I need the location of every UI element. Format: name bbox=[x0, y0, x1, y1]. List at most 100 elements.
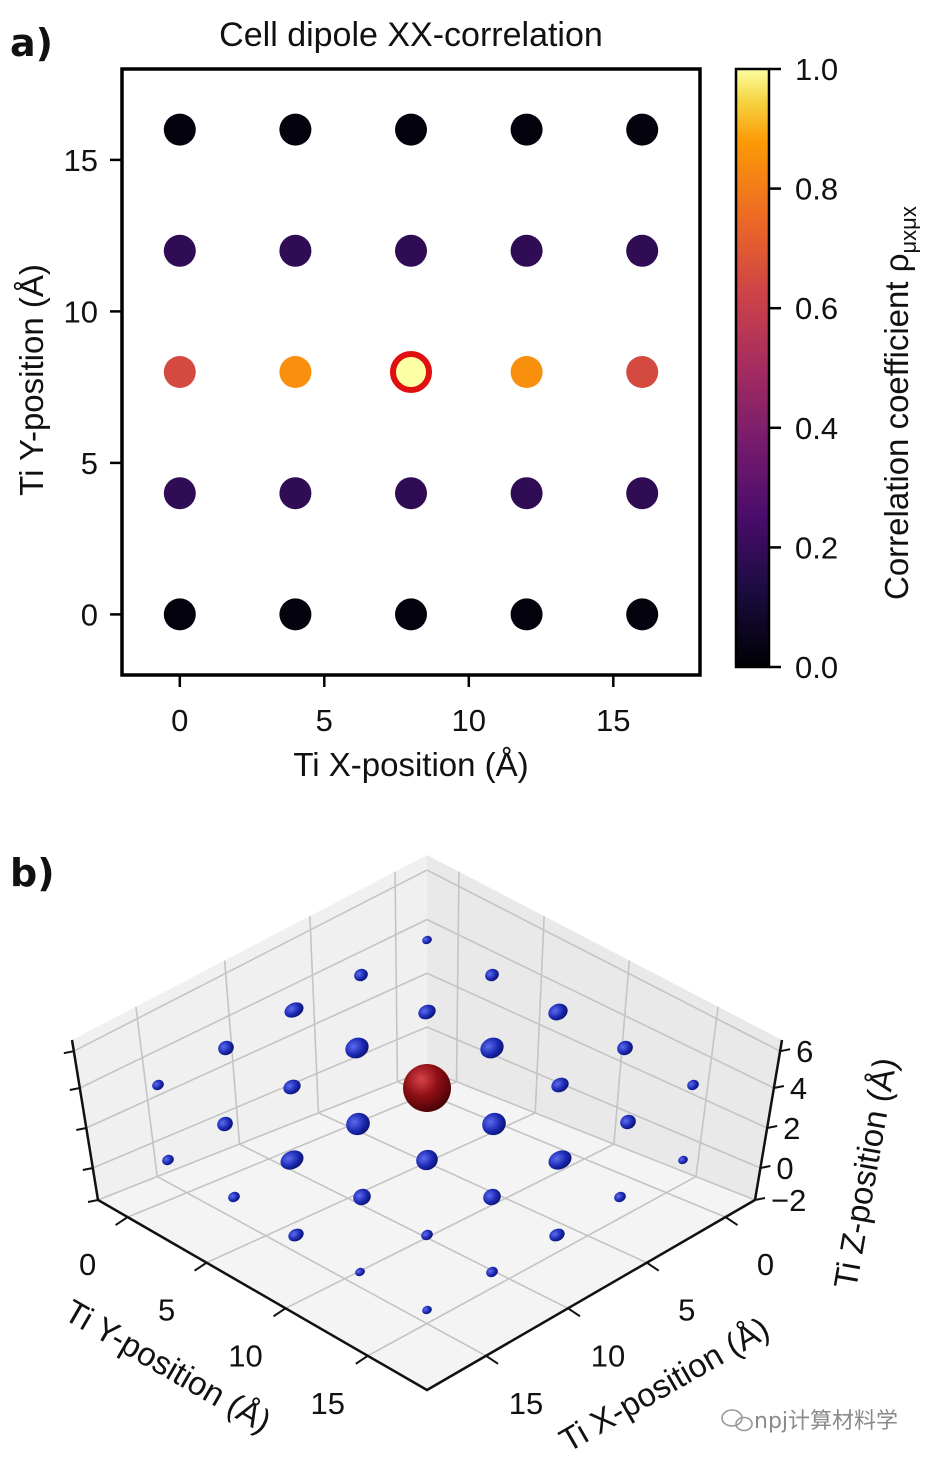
grid-line bbox=[97, 1069, 428, 1201]
b-z-tick-mark bbox=[766, 1125, 778, 1129]
data-point bbox=[279, 477, 312, 510]
blue-point bbox=[551, 1077, 569, 1093]
data-point bbox=[163, 113, 196, 146]
grid-line bbox=[85, 972, 428, 1129]
b-z-tick-label: −2 bbox=[771, 1183, 806, 1218]
grid-line bbox=[239, 1143, 569, 1310]
panel-a: a) Cell dipole XX-correlation 0 5 10 15 0 5 1… bbox=[10, 16, 921, 783]
z-axis-line bbox=[753, 1039, 784, 1201]
data-point bbox=[163, 356, 196, 388]
data-point bbox=[510, 234, 543, 267]
blue-point bbox=[346, 1112, 370, 1136]
b-y-tick-mark bbox=[355, 1354, 369, 1365]
blue-point bbox=[152, 1079, 164, 1091]
data-point bbox=[163, 598, 196, 631]
axis-edge bbox=[70, 1039, 756, 1392]
b-z-tick-mark-left bbox=[82, 1167, 93, 1171]
blue-point bbox=[548, 1150, 572, 1170]
b-z-tick-mark bbox=[754, 1197, 766, 1201]
grid-line bbox=[426, 869, 781, 1052]
colorbar-tick-label: 0.4 bbox=[795, 411, 838, 446]
y-axis-label: Ti Y-position (Å) bbox=[13, 264, 50, 496]
colorbar-tick-label: 0.0 bbox=[795, 650, 838, 685]
colorbar-tick-label: 1.0 bbox=[795, 52, 838, 87]
blue-point bbox=[548, 1003, 568, 1021]
blue-point bbox=[355, 1267, 365, 1277]
colorbar-label: Correlation coefficient ρμxμx bbox=[878, 206, 921, 600]
b-x-axis-label: Ti X-position (Å) bbox=[553, 1309, 775, 1459]
blue-point bbox=[678, 1155, 688, 1165]
grid-line bbox=[92, 1026, 428, 1169]
b-z-tick-mark-left bbox=[87, 1199, 99, 1203]
b-z-tick-mark bbox=[760, 1165, 771, 1169]
b-x-tick-mark bbox=[724, 1216, 739, 1226]
colorbar-tick-label: 0.2 bbox=[795, 530, 838, 565]
b-x-tick-label: 5 bbox=[678, 1293, 695, 1328]
blue-point bbox=[614, 1191, 626, 1203]
blue-point bbox=[617, 1040, 633, 1056]
grid-line bbox=[79, 918, 428, 1089]
back-right-pane bbox=[427, 855, 782, 1200]
blue-point bbox=[218, 1040, 234, 1056]
panel-b-letter: b) bbox=[10, 851, 55, 895]
blue-point bbox=[354, 968, 368, 982]
b-y-tick-label: 15 bbox=[311, 1386, 345, 1421]
b-z-tick-mark bbox=[773, 1085, 785, 1089]
b-y-tick-mark bbox=[194, 1261, 208, 1272]
blue-point bbox=[482, 1112, 506, 1136]
data-point bbox=[279, 598, 312, 631]
blue-point bbox=[288, 1228, 304, 1242]
blue-point bbox=[345, 1037, 369, 1059]
b-y-tick-mark bbox=[272, 1307, 287, 1318]
data-point bbox=[395, 598, 427, 631]
data-point bbox=[510, 113, 543, 146]
y-tick-label: 0 bbox=[81, 597, 98, 632]
blue-point bbox=[485, 968, 499, 982]
colorbar bbox=[734, 67, 771, 669]
grid-line bbox=[156, 1175, 487, 1357]
b-y-tick-mark bbox=[115, 1216, 129, 1226]
x-axis: 0 5 10 15 bbox=[171, 675, 631, 738]
grid-line bbox=[695, 1006, 719, 1177]
blue-point bbox=[283, 1079, 301, 1095]
b-x-tick-mark bbox=[646, 1261, 660, 1272]
blue-point bbox=[483, 1188, 501, 1206]
blue-point bbox=[549, 1228, 565, 1242]
grid-line bbox=[426, 918, 775, 1089]
data-point bbox=[279, 113, 312, 146]
grid-line bbox=[367, 1175, 697, 1357]
blue-point bbox=[353, 1188, 371, 1206]
data-point bbox=[626, 356, 659, 388]
b-y-tick-label: 10 bbox=[228, 1338, 262, 1373]
blue-point bbox=[217, 1116, 233, 1132]
b-y-tick-label: 0 bbox=[79, 1247, 96, 1282]
x-tick-label: 5 bbox=[316, 703, 333, 738]
back-left-pane bbox=[72, 855, 427, 1200]
colorbar-tick-label: 0.8 bbox=[795, 172, 838, 207]
data-point bbox=[626, 598, 659, 631]
b-x-tick-label: 0 bbox=[757, 1247, 774, 1282]
grid-line bbox=[223, 960, 241, 1145]
watermark-text: npj计算材料学 bbox=[754, 1409, 898, 1434]
x-axis-label: Ti X-position (Å) bbox=[293, 746, 528, 783]
grid-line bbox=[318, 1112, 648, 1264]
blue-point bbox=[280, 1150, 304, 1170]
center-ti-sphere bbox=[403, 1064, 451, 1112]
data-point bbox=[510, 477, 543, 510]
b-x-tick-mark bbox=[485, 1354, 499, 1365]
grid-line bbox=[394, 871, 399, 1082]
watermark: npj计算材料学 bbox=[721, 1409, 898, 1434]
x-tick-label: 0 bbox=[171, 703, 188, 738]
blue-point bbox=[687, 1079, 699, 1091]
blue-point bbox=[421, 1229, 433, 1241]
grid-line bbox=[285, 1143, 615, 1310]
blue-point bbox=[416, 1149, 438, 1171]
x-tick-label: 10 bbox=[452, 703, 486, 738]
grid-line bbox=[135, 1006, 159, 1177]
b-y-tick-label: 5 bbox=[158, 1293, 175, 1328]
grid-line bbox=[206, 1112, 536, 1264]
blue-point bbox=[486, 1266, 498, 1278]
grid-line bbox=[455, 871, 460, 1082]
